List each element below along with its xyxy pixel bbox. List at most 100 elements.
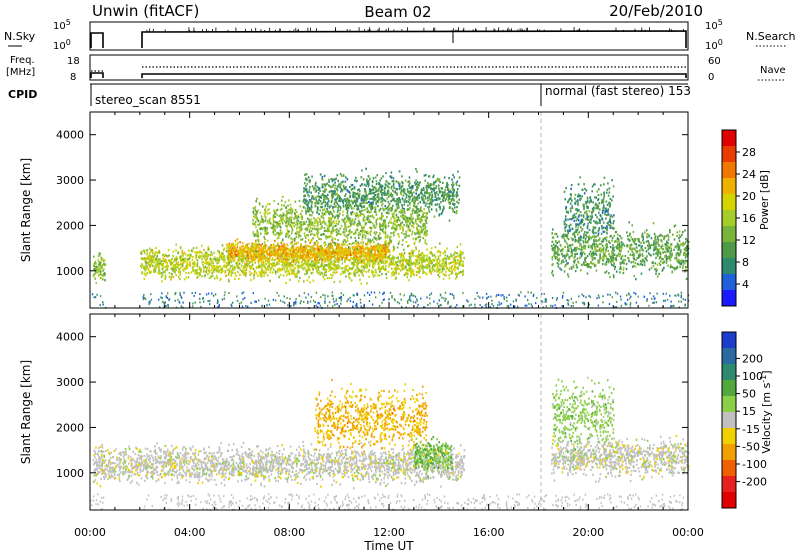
echo-cell [263,236,265,239]
echo-cell [407,190,409,193]
echo-cell [315,199,318,203]
echo-cell [227,278,230,281]
echo-cell [401,215,403,218]
echo-cell [395,213,398,216]
echo-cell [425,259,427,262]
echo-cell [419,210,421,213]
echo-cell [247,247,250,251]
echo-cell [252,231,255,234]
echo-cell [330,204,332,207]
echo-cell [222,265,225,268]
echo-cell [419,208,422,211]
echo-cell [323,263,326,267]
echo-cell [261,242,264,246]
echo-cell [293,238,296,241]
echo-cell [390,171,393,174]
echo-cell [280,241,282,245]
echo-cell [321,250,323,253]
echo-cell [189,256,191,259]
echo-cell [369,233,372,236]
echo-cell [407,270,409,273]
echo-cell [161,280,163,283]
echo-cell [435,198,438,201]
echo-cell [437,196,440,199]
echo-cell [93,255,95,258]
nsky-panel: N.Sky 105 100 105 100 N.Search [4,18,796,52]
echo-cell [213,256,216,259]
echo-cell [139,251,142,254]
echo-cell [350,257,352,260]
echo-cell [290,247,293,250]
echo-cell [294,232,297,235]
echo-cell [257,234,260,237]
echo-cell [407,217,409,220]
echo-cell [208,269,210,272]
echo-cell [165,261,167,264]
echo-cell [343,248,346,251]
echo-cell [301,217,303,220]
echo-cell [295,215,298,218]
echo-cell [385,207,387,210]
echo-cell [300,221,303,224]
echo-cell [316,232,318,235]
echo-cell [409,252,412,255]
echo-cell [312,262,315,266]
echo-cell [203,270,205,273]
echo-cell [143,267,145,270]
echo-cell [300,247,302,250]
echo-cell [203,257,206,260]
echo-cell [314,221,316,224]
echo-cell [424,241,426,244]
echo-cell [418,271,420,274]
echo-cell [287,208,290,211]
echo-cell [317,224,319,227]
echo-cell [255,215,257,218]
echo-cell [337,194,339,197]
nsky-spikes [146,27,684,43]
echo-cell [288,273,291,276]
echo-cell [387,204,390,207]
echo-cell [201,275,203,278]
echo-cell [405,268,408,271]
echo-cell [168,272,171,275]
echo-cell [325,274,327,277]
echo-cell [331,274,334,277]
echo-cell [423,271,425,274]
echo-cell [350,243,353,246]
echo-cell [260,232,262,235]
echo-cell [98,261,101,264]
echo-cell [287,272,289,275]
echo-cell [190,255,192,258]
echo-cell [349,277,351,280]
echo-cell [272,249,274,252]
echo-cell [394,277,397,281]
echo-cell [314,264,316,267]
echo-cell [229,253,232,256]
echo-cell [202,266,205,269]
echo-cell [402,226,404,229]
echo-cell [306,204,309,207]
echo-cell [317,260,319,263]
echo-cell [405,230,408,233]
echo-cell [288,253,291,256]
echo-cell [355,231,357,234]
echo-cell [250,265,252,268]
echo-cell [365,258,367,261]
freq-panel: Freq. [MHz] 18 8 60 0 Nave [6,54,786,83]
echo-cell [426,212,428,215]
echo-cell [263,246,265,249]
echo-cell [204,251,207,254]
echo-cell [179,263,181,267]
echo-cell [157,258,159,261]
echo-cell [145,262,148,265]
echo-cell [402,254,405,257]
echo-cell [211,261,214,264]
echo-cell [422,211,425,214]
echo-cell [403,223,405,226]
echo-cell [389,263,392,266]
nsky-tick-bottom: 100 [53,38,71,52]
echo-cell [338,199,340,202]
echo-cell [310,265,313,268]
echo-cell [392,256,395,259]
echo-cell [282,195,284,198]
